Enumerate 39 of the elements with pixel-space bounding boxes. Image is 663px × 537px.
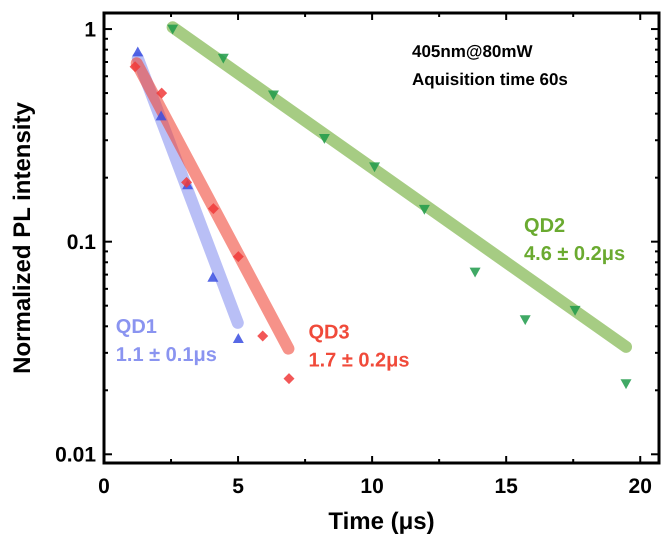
point	[268, 90, 279, 100]
point	[284, 373, 294, 384]
x-tick-label: 0	[98, 475, 110, 498]
annotation: Aquisition time 60s	[412, 70, 568, 89]
point	[156, 88, 168, 99]
x-axis-title: Time (μs)	[328, 508, 435, 535]
point	[167, 24, 178, 35]
x-tick-label: 20	[628, 475, 652, 498]
point	[318, 134, 330, 144]
point	[470, 268, 481, 278]
point	[232, 333, 244, 344]
annotation: 405nm@80mW	[412, 42, 534, 61]
x-tick-label: 10	[360, 475, 384, 498]
point	[620, 379, 632, 390]
series-label: QD2	[524, 214, 566, 237]
y-tick-label: 0.01	[55, 444, 96, 467]
point	[130, 61, 141, 72]
point	[418, 204, 430, 215]
point	[520, 315, 531, 326]
point	[232, 251, 244, 262]
point	[208, 203, 219, 214]
annotation: 1.1 ± 0.1μs	[116, 344, 217, 366]
y-tick-label: 1	[84, 18, 96, 42]
point	[156, 110, 167, 120]
point	[369, 162, 380, 172]
annotation: 1.7 ± 0.2μs	[308, 350, 410, 372]
x-tick-label: 15	[494, 475, 518, 498]
point	[257, 330, 268, 342]
x-tick-label: 5	[232, 475, 244, 498]
point	[181, 176, 192, 188]
y-axis-title: Normalized PL intensity	[9, 102, 36, 374]
point	[218, 54, 229, 64]
annotation: 4.6 ± 0.2μs	[524, 242, 626, 265]
y-tick-label: 0.1	[66, 231, 96, 254]
point	[570, 306, 581, 316]
point	[132, 46, 144, 56]
text: QD1	[116, 316, 157, 338]
series-label: QD3	[308, 322, 350, 344]
point	[207, 272, 218, 282]
